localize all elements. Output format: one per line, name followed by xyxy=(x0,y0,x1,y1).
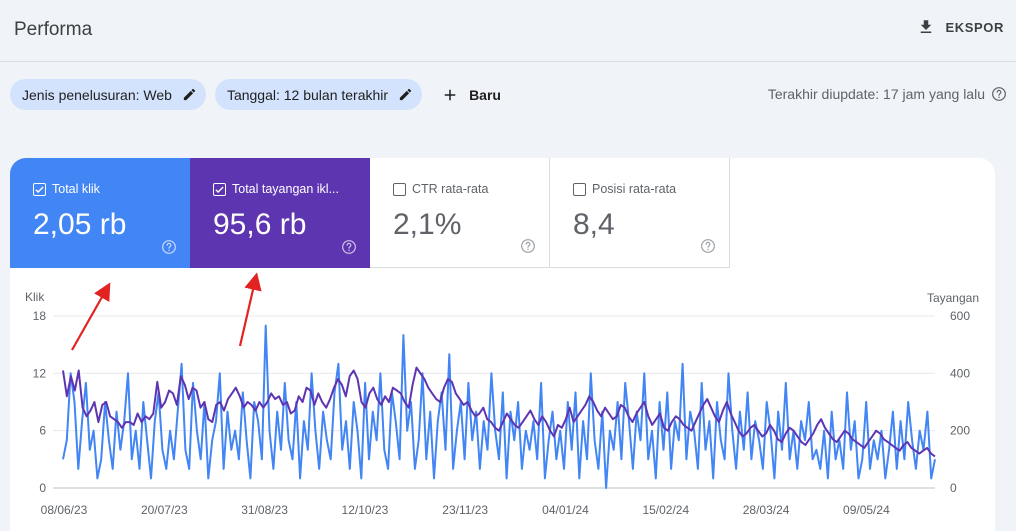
clicks-series-line xyxy=(62,324,936,489)
checkbox-unchecked-icon[interactable] xyxy=(393,182,406,196)
edit-pencil-icon xyxy=(399,88,412,101)
checkbox-checked-icon[interactable] xyxy=(33,182,46,196)
filter-chip-label: Tanggal: 12 bulan terakhir xyxy=(226,86,389,103)
y-tick-label-left: 12 xyxy=(33,366,47,380)
metric-label: Total klik xyxy=(52,182,100,196)
metric-total-clicks[interactable]: Total klik 2,05 rb xyxy=(10,158,190,268)
checkbox-unchecked-icon[interactable] xyxy=(573,182,586,196)
add-filter-button[interactable]: Baru xyxy=(441,86,501,104)
filter-bar: Jenis penelusuran: Web Tanggal: 12 bulan… xyxy=(10,79,501,110)
x-tick-label: 04/01/24 xyxy=(542,503,589,517)
x-tick-label: 20/07/23 xyxy=(141,503,188,517)
performance-card: Total klik 2,05 rb Total tayangan ikl...… xyxy=(10,158,995,531)
last-updated: Terakhir diupdate: 17 jam yang lalu xyxy=(768,86,1007,102)
x-tick-label: 31/08/23 xyxy=(241,503,288,517)
metric-header: CTR rata-rata xyxy=(393,182,488,196)
metric-label: Posisi rata-rata xyxy=(592,182,677,196)
metric-total-impressions[interactable]: Total tayangan ikl... 95,6 rb xyxy=(190,158,370,268)
left-axis-title: Klik xyxy=(25,290,45,304)
edit-pencil-icon xyxy=(183,88,196,101)
help-icon[interactable] xyxy=(991,86,1007,102)
x-tick-label: 08/06/23 xyxy=(41,503,88,517)
metric-label: CTR rata-rata xyxy=(412,182,489,196)
help-icon[interactable] xyxy=(161,239,177,255)
metric-average-ctr[interactable]: CTR rata-rata 2,1% xyxy=(370,158,550,268)
metric-value: 2,05 rb xyxy=(33,208,127,241)
help-icon[interactable] xyxy=(520,238,536,254)
filter-chip-label: Jenis penelusuran: Web xyxy=(22,86,172,103)
x-tick-label: 12/10/23 xyxy=(342,503,389,517)
checkbox-checked-icon[interactable] xyxy=(213,182,226,196)
metric-average-position[interactable]: Posisi rata-rata 8,4 xyxy=(550,158,730,268)
help-icon[interactable] xyxy=(341,239,357,255)
export-button[interactable]: EKSPOR xyxy=(917,18,1004,36)
y-tick-label-left: 6 xyxy=(39,424,46,438)
add-filter-label: Baru xyxy=(469,86,501,103)
export-label: EKSPOR xyxy=(945,19,1004,35)
performance-chart[interactable]: Klik Tayangan 18 600 12 400 6 200 0 0 08/06/23 20/0… xyxy=(10,158,995,531)
metric-header: Total klik xyxy=(33,182,100,196)
right-axis-title: Tayangan xyxy=(927,291,979,305)
y-tick-label-right: 0 xyxy=(950,481,957,495)
filter-chip-date[interactable]: Tanggal: 12 bulan terakhir xyxy=(214,79,423,110)
x-tick-label: 09/05/24 xyxy=(843,503,890,517)
y-tick-label-right: 600 xyxy=(950,309,970,323)
help-icon[interactable] xyxy=(700,238,716,254)
plus-icon xyxy=(444,89,456,100)
metric-value: 2,1% xyxy=(393,208,462,241)
page-header: Performa EKSPOR xyxy=(0,0,1016,62)
metric-header: Total tayangan ikl... xyxy=(213,182,339,196)
y-tick-label-right: 200 xyxy=(950,424,970,438)
x-tick-label: 28/03/24 xyxy=(743,503,790,517)
impressions-series-line xyxy=(62,366,936,458)
metric-value: 95,6 rb xyxy=(213,208,307,241)
y-tick-label-left: 18 xyxy=(33,309,47,323)
last-updated-text: Terakhir diupdate: 17 jam yang lalu xyxy=(767,86,985,102)
metric-value: 8,4 xyxy=(573,208,615,241)
download-icon xyxy=(921,20,932,33)
y-tick-label-right: 400 xyxy=(950,366,970,380)
page-title: Performa xyxy=(14,19,93,40)
x-tick-label: 15/02/24 xyxy=(642,503,689,517)
y-tick-label-left: 0 xyxy=(39,481,46,495)
x-tick-label: 23/11/23 xyxy=(442,503,488,517)
metric-header: Posisi rata-rata xyxy=(573,182,676,196)
metric-label: Total tayangan ikl... xyxy=(232,182,340,196)
filter-chip-search-type[interactable]: Jenis penelusuran: Web xyxy=(10,79,206,110)
